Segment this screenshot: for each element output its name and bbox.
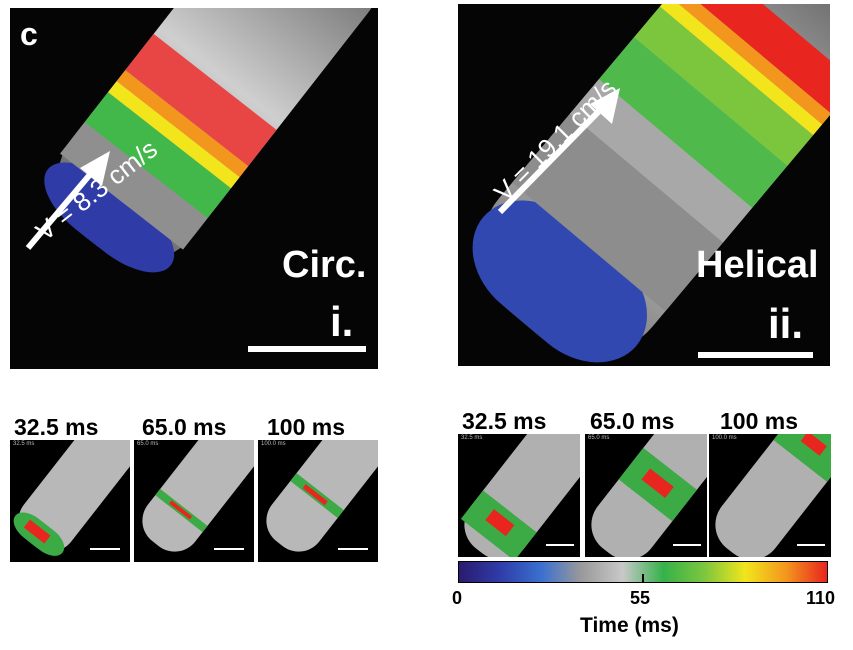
timestamp-i-2: 65.0 ms xyxy=(137,441,159,447)
colorbar-min-label: 0 xyxy=(452,588,463,608)
thumb-scale-bar xyxy=(546,544,574,546)
thumbnail-ii-2: 65.0 ms xyxy=(585,434,707,557)
thumb-caption-i-1: 32.5 ms xyxy=(14,414,99,440)
thumb-scale-bar xyxy=(90,548,120,550)
scale-bar-ii xyxy=(698,352,813,358)
velocity-arrow-ii xyxy=(497,99,611,215)
thumb-scale-bar xyxy=(338,548,368,550)
panel-ii-image: V = 19.1 cm/s Helical ii. xyxy=(458,4,830,366)
figure-label: c xyxy=(20,16,38,52)
panel-ii-activation-map xyxy=(458,4,830,366)
numeral-ii: ii. xyxy=(768,300,804,347)
thumb-caption-ii-1: 32.5 ms xyxy=(462,408,547,434)
thumbnail-i-2: 65.0 ms xyxy=(134,440,254,562)
timestamp-i-3: 100.0 ms xyxy=(261,441,286,447)
arrow-head-ii-icon xyxy=(590,88,620,124)
arrow-head-i-icon xyxy=(80,151,110,186)
colorbar-title: Time (ms) xyxy=(580,614,679,637)
colorbar-mid-label: 55 xyxy=(630,588,651,608)
colorbar-mid-tick xyxy=(642,574,644,583)
timestamp-ii-2: 65.0 ms xyxy=(588,435,610,441)
scale-bar-i xyxy=(248,346,366,352)
timestamp-ii-1: 32.5 ms xyxy=(461,435,483,441)
mode-label-ii: Helical xyxy=(696,244,819,286)
timestamp-ii-3: 100.0 ms xyxy=(712,435,737,441)
timestamp-i-1: 32.5 ms xyxy=(13,441,35,447)
thumb-caption-ii-2: 65.0 ms xyxy=(590,408,675,434)
thumb-caption-i-3: 100 ms xyxy=(267,414,346,440)
thumbnail-i-1: 32.5 ms xyxy=(10,440,130,562)
numeral-i: i. xyxy=(330,298,354,345)
thumb-scale-bar xyxy=(214,548,244,550)
thumbnail-ii-3: 100.0 ms xyxy=(709,434,831,557)
colorbar-max-label: 110 xyxy=(806,588,836,608)
thumbnail-i-3: 100.0 ms xyxy=(258,440,378,562)
panel-i-image: c V = 8.3 cm/s Circ. i. xyxy=(10,8,378,369)
thumb-scale-bar xyxy=(797,544,825,546)
thumb-caption-i-2: 65.0 ms xyxy=(142,414,227,440)
panel-i-activation-map xyxy=(10,8,378,369)
thumb-scale-bar xyxy=(673,544,701,546)
mode-label-i: Circ. xyxy=(282,244,367,286)
thumbnail-ii-1: 32.5 ms xyxy=(458,434,580,557)
velocity-arrow-i xyxy=(25,163,101,250)
thumb-caption-ii-3: 100 ms xyxy=(720,408,799,434)
